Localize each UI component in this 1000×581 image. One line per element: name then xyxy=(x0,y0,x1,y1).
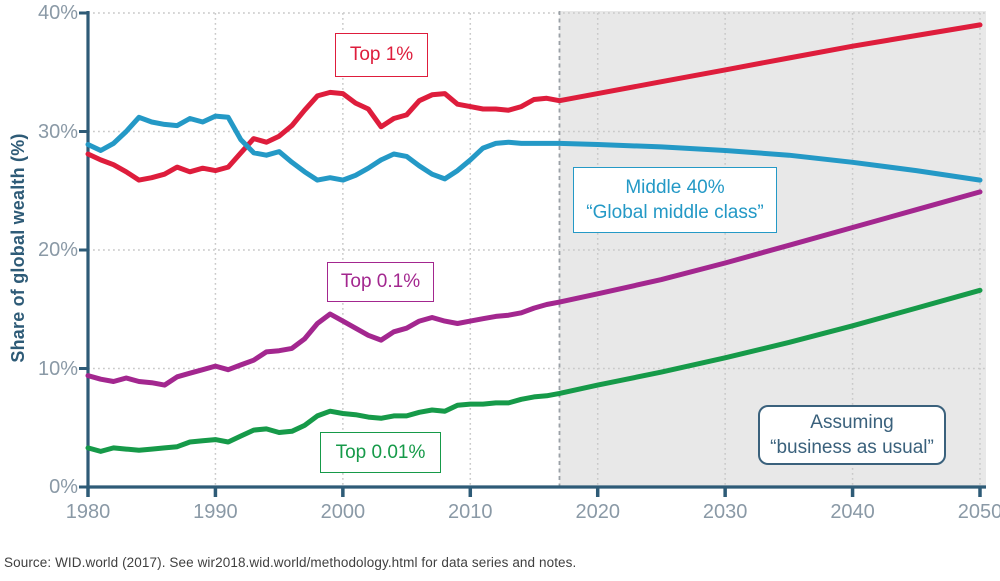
series-label-top-1pct: Top 1% xyxy=(335,33,428,77)
series-label-middle-40pct-line2: “Global middle class” xyxy=(586,202,764,223)
y-tick-label: 0% xyxy=(49,476,78,498)
series-label-top-0-01pct-text: Top 0.01% xyxy=(335,441,426,463)
series-label-middle-40pct-line1: Middle 40% xyxy=(625,176,725,198)
x-tick-label: 1990 xyxy=(193,501,238,523)
y-tick-label: 30% xyxy=(37,120,78,143)
y-tick-label: 40% xyxy=(37,2,78,24)
projection-assumption-note-line1: Assuming xyxy=(810,411,894,433)
y-tick-label: 10% xyxy=(37,357,78,380)
series-label-top-0-1pct-text: Top 0.1% xyxy=(340,271,421,293)
x-tick-label: 2050 xyxy=(957,501,1000,523)
series-line-middle-40 xyxy=(85,113,983,183)
series-label-top-0-1pct: Top 0.1% xyxy=(327,262,434,302)
series-line-top-1 xyxy=(85,22,983,183)
projection-assumption-note-line2: “business as usual” xyxy=(770,437,934,458)
series-label-top-0-01pct: Top 0.01% xyxy=(320,432,441,473)
series-label-top-1pct-text: Top 1% xyxy=(349,44,414,66)
y-tick-label: 20% xyxy=(37,239,78,261)
x-tick-label: 2010 xyxy=(448,501,493,523)
x-tick-label: 2020 xyxy=(575,501,620,523)
projection-assumption-note: Assuming “business as usual” xyxy=(758,405,946,465)
source-note: Source: WID.world (2017). See wir2018.wi… xyxy=(4,555,577,570)
x-tick-label: 1980 xyxy=(65,501,111,523)
series-label-middle-40pct: Middle 40% “Global middle class” xyxy=(573,167,777,233)
series-line-top-0-01 xyxy=(85,287,983,454)
x-tick-label: 2030 xyxy=(702,501,748,523)
x-tick-label: 2040 xyxy=(830,501,875,523)
series-line-top-0-1 xyxy=(85,189,983,388)
x-tick-label: 2000 xyxy=(320,501,366,523)
